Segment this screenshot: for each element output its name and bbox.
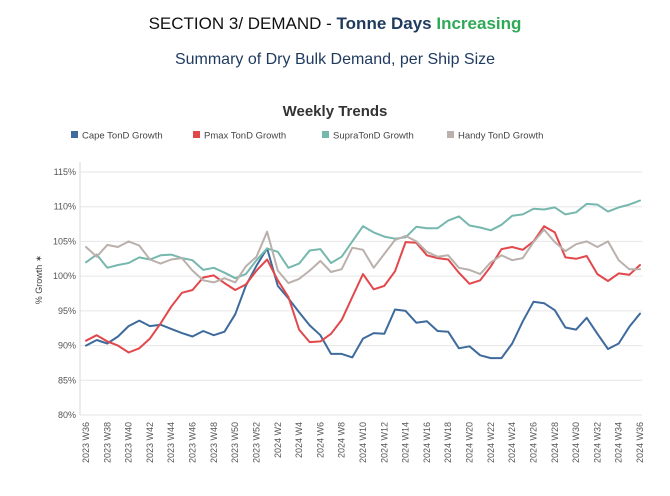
legend-swatch	[193, 131, 200, 138]
x-tick-label: 2023 W50	[230, 422, 240, 463]
legend-label: Pmax TonD Growth	[204, 131, 286, 142]
y-axis-label: % Growth ✶	[34, 255, 44, 305]
x-tick-label: 2024 W4	[294, 422, 304, 458]
x-tick-label: 2024 W20	[465, 422, 475, 463]
x-tick-label: 2024 W32	[592, 422, 602, 463]
x-tick-label: 2024 W26	[528, 422, 538, 463]
x-tick-label: 2023 W44	[166, 422, 176, 463]
x-tick-label: 2023 W48	[209, 422, 219, 463]
legend-item[interactable]: Cape TonD Growth	[71, 131, 163, 142]
series-line-supratond-growth	[85, 199, 641, 280]
x-tick-label: 2024 W2	[273, 422, 283, 458]
x-tick-label: 2023 W38	[102, 422, 112, 463]
y-tick-label: 105%	[53, 236, 76, 246]
x-tick-label: 2023 W46	[188, 422, 198, 463]
section-heading: SECTION 3/ DEMAND - Tonne Days Increasin…	[0, 14, 670, 34]
x-tick-label: 2024 W12	[379, 422, 389, 463]
y-axis-ticks: 80% 85% 90% 95% 100% 105% 110% 115%	[53, 167, 76, 420]
y-tick-label: 95%	[58, 306, 76, 316]
x-tick-label: 2023 W52	[251, 422, 261, 463]
y-tick-label: 80%	[58, 410, 76, 420]
y-tick-label: 85%	[58, 375, 76, 385]
chart-title: Weekly Trends	[282, 103, 388, 120]
heading-prefix: SECTION 3/ DEMAND -	[148, 14, 337, 33]
series-line-handy-tond-growth	[85, 228, 641, 285]
series-lines	[85, 199, 641, 360]
x-tick-label: 2024 W8	[337, 422, 347, 458]
x-tick-label: 2023 W40	[124, 422, 134, 463]
legend-item[interactable]: Pmax TonD Growth	[193, 131, 286, 142]
x-tick-label: 2024 W6	[315, 422, 325, 458]
x-tick-label: 2024 W22	[486, 422, 496, 463]
legend-swatch	[71, 131, 78, 138]
x-tick-label: 2024 W30	[571, 422, 581, 463]
y-tick-label: 100%	[53, 271, 76, 281]
y-tick-label: 115%	[54, 167, 76, 177]
series-line-pmax-tond-growth	[85, 225, 641, 354]
y-tick-label: 110%	[54, 202, 76, 212]
heading-emphasis-green: Increasing	[436, 14, 522, 33]
legend-label: SupraTonD Growth	[333, 131, 414, 142]
legend-item[interactable]: Handy TonD Growth	[447, 131, 543, 142]
x-tick-label: 2024 W24	[507, 422, 517, 463]
x-tick-label: 2024 W10	[358, 422, 368, 463]
x-tick-label: 2024 W36	[635, 422, 645, 463]
x-tick-label: 2023 W36	[81, 422, 91, 463]
x-tick-label: 2024 W14	[401, 422, 411, 463]
grid-lines	[79, 162, 642, 416]
x-tick-label: 2024 W28	[550, 422, 560, 463]
legend-item[interactable]: SupraTonD Growth	[322, 131, 414, 142]
x-tick-label: 2024 W16	[422, 422, 432, 463]
x-axis-ticks: 2023 W36 2023 W38 2023 W40 2023 W42 2023 W44…	[81, 422, 645, 463]
legend-label: Handy TonD Growth	[458, 131, 543, 142]
x-tick-label: 2023 W42	[145, 422, 155, 463]
legend[interactable]: Cape TonD Growth Pmax TonD Growth SupraTon…	[71, 131, 543, 142]
y-tick-label: 90%	[58, 341, 76, 351]
heading-emphasis-dark: Tonne Days	[336, 14, 432, 33]
x-tick-label: 2024 W18	[443, 422, 453, 463]
series-line-cape-tond-growth	[85, 247, 641, 360]
legend-swatch	[447, 131, 454, 138]
section-subtitle: Summary of Dry Bulk Demand, per Ship Siz…	[174, 51, 496, 68]
x-tick-label: 2024 W34	[614, 422, 624, 463]
legend-label: Cape TonD Growth	[82, 131, 163, 142]
legend-swatch	[322, 131, 329, 138]
